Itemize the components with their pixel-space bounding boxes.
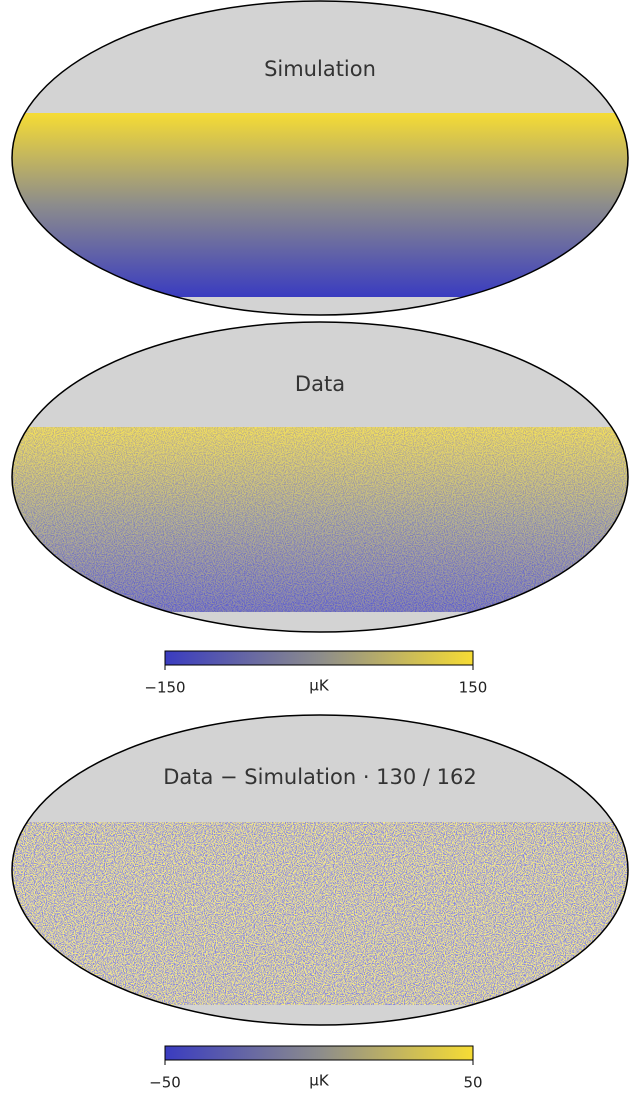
colorbar [165,1046,473,1060]
colorbar-tick-label: −50 [149,1074,181,1092]
figure: Simulation Data Data − Simulation · 130 … [0,0,633,1094]
colorbar-tick-label: 50 [463,1074,482,1092]
colorbar [165,651,473,665]
map-simulation: Simulation [0,1,633,315]
panel-title: Data − Simulation · 130 / 162 [163,765,477,789]
map-difference: Data − Simulation · 130 / 162 [0,715,633,1025]
panel-title: Data [295,372,345,396]
panel-title: Simulation [264,57,376,81]
colorbar-tick-label: −150 [144,679,185,697]
colorbar-unit: μK [309,1072,330,1090]
colorbar-unit: μK [309,677,330,695]
map-data: Data [0,322,633,632]
colorbar-tick-label: 150 [459,679,488,697]
